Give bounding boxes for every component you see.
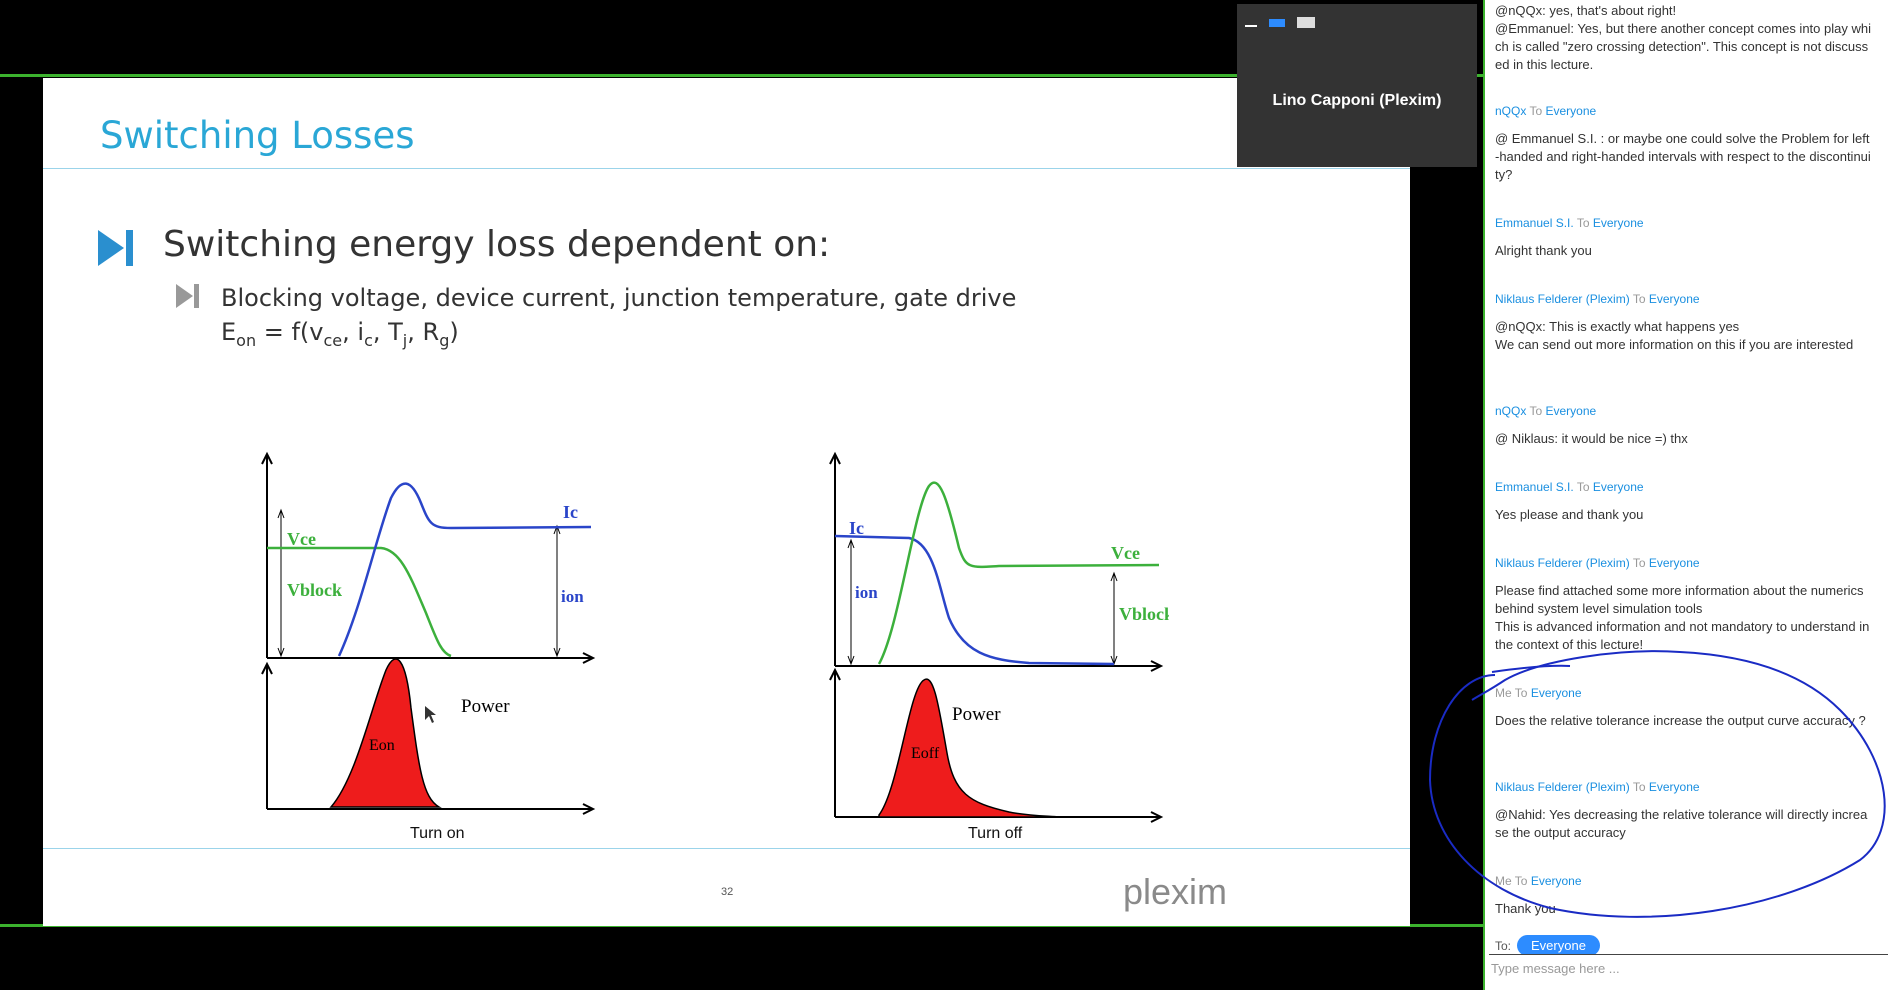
recipient-row: To: Everyone [1495,935,1600,956]
message-recipient: Everyone [1648,292,1700,306]
presentation-slide: Switching Losses Switching energy loss d… [43,78,1410,926]
message-recipient: Everyone [1648,556,1700,570]
bullet-sub: Blocking voltage, device current, juncti… [221,284,1017,312]
caption-turn-on: Turn on [410,825,465,842]
energy-formula: Eon = f(vce, ic, Tj, Rg) [221,318,459,350]
slide-title: Switching Losses [100,114,415,157]
label-ion-off: ion [855,583,878,602]
play-bullet-small-icon [176,284,199,308]
message-sender: Emmanuel S.I. [1495,216,1574,230]
message-recipient: Everyone [1530,686,1582,700]
label-vblock: Vblock [287,580,342,600]
message-recipient: Everyone [1592,480,1644,494]
turn-on-diagram: Vce Ic Vblock ion Power Eon [261,451,596,815]
to-label: To: [1495,939,1512,953]
message-sender: Emmanuel S.I. [1495,480,1574,494]
message-sender: Niklaus Felderer (Plexim) [1495,556,1630,570]
message-sender: Niklaus Felderer (Plexim) [1495,292,1630,306]
chat-message: Me To Everyone Does the relative toleran… [1495,686,1873,730]
label-ic-off: Ic [849,518,864,538]
title-divider [43,168,1410,169]
message-body: @ Niklaus: it would be nice =) thx [1495,431,1688,446]
bullet-main: Switching energy loss dependent on: [163,224,831,265]
page-number: 32 [721,886,734,898]
footer-divider [43,848,1410,849]
message-sender: Niklaus Felderer (Plexim) [1495,780,1630,794]
message-recipient: Everyone [1545,404,1597,418]
screen-share-area: Switching Losses Switching energy loss d… [0,4,1485,927]
message-body: Please find attached some more informati… [1495,583,1870,652]
label-vblock-off: Vblock [1119,604,1169,624]
chat-message: Emmanuel S.I. To Everyone Alright thank … [1495,216,1873,260]
chat-message: Emmanuel S.I. To Everyone Yes please and… [1495,480,1873,524]
turn-off-diagram: Ic Vce ion Vblock Power Eoff [829,451,1169,823]
message-recipient: Everyone [1592,216,1644,230]
svg-text:plexim: plexim [1123,874,1227,912]
message-body: Does the relative tolerance increase the… [1495,713,1866,728]
label-vce-off: Vce [1111,543,1140,563]
play-bullet-icon [98,230,133,266]
message-recipient: Everyone [1545,104,1597,118]
label-eoff: Eoff [911,745,940,762]
message-sender: nQQx [1495,104,1527,118]
chat-message: @nQQx: yes, that's about right! @Emmanue… [1495,2,1873,74]
video-tile[interactable]: Lino Capponi (Plexim) [1237,4,1477,167]
message-sender: nQQx [1495,404,1527,418]
chat-message: Niklaus Felderer (Plexim) To Everyone @N… [1495,780,1873,842]
label-power: Power [461,696,510,717]
plexim-logo: plexim [1123,874,1227,912]
message-sender: Me [1495,686,1512,700]
label-power-off: Power [952,704,1001,725]
chat-message: Niklaus Felderer (Plexim) To Everyone Pl… [1495,556,1873,654]
message-body: Yes please and thank you [1495,507,1644,522]
chat-message: Me To Everyone Thank you [1495,874,1873,918]
message-recipient: Everyone [1530,874,1582,888]
label-ion: ion [561,587,584,606]
message-body: @ Emmanuel S.I. : or maybe one could sol… [1495,131,1871,182]
chat-panel: @nQQx: yes, that's about right! @Emmanue… [1483,0,1892,990]
caption-turn-off: Turn off [968,825,1023,842]
annotation-circle [1428,650,1886,918]
message-sender: Me [1495,874,1512,888]
label-eon: Eon [369,737,395,754]
label-vce: Vce [287,529,316,549]
message-body: @Nahid: Yes decreasing the relative tole… [1495,807,1868,840]
message-body: Alright thank you [1495,243,1592,258]
video-view-controls-icon[interactable] [1245,14,1325,30]
chat-message: nQQx To Everyone @ Niklaus: it would be … [1495,404,1873,448]
recipient-dropdown[interactable]: Everyone [1517,935,1600,956]
presenter-name: Lino Capponi (Plexim) [1272,92,1442,109]
label-ic: Ic [563,502,578,522]
chat-message: Niklaus Felderer (Plexim) To Everyone @n… [1495,292,1873,354]
chat-message: nQQx To Everyone @ Emmanuel S.I. : or ma… [1495,104,1873,184]
message-text: @nQQx: yes, that's about right! @Emmanue… [1495,3,1871,72]
message-recipient: Everyone [1648,780,1700,794]
message-input[interactable] [1489,954,1888,981]
message-body: @nQQx: This is exactly what happens yes … [1495,319,1854,352]
